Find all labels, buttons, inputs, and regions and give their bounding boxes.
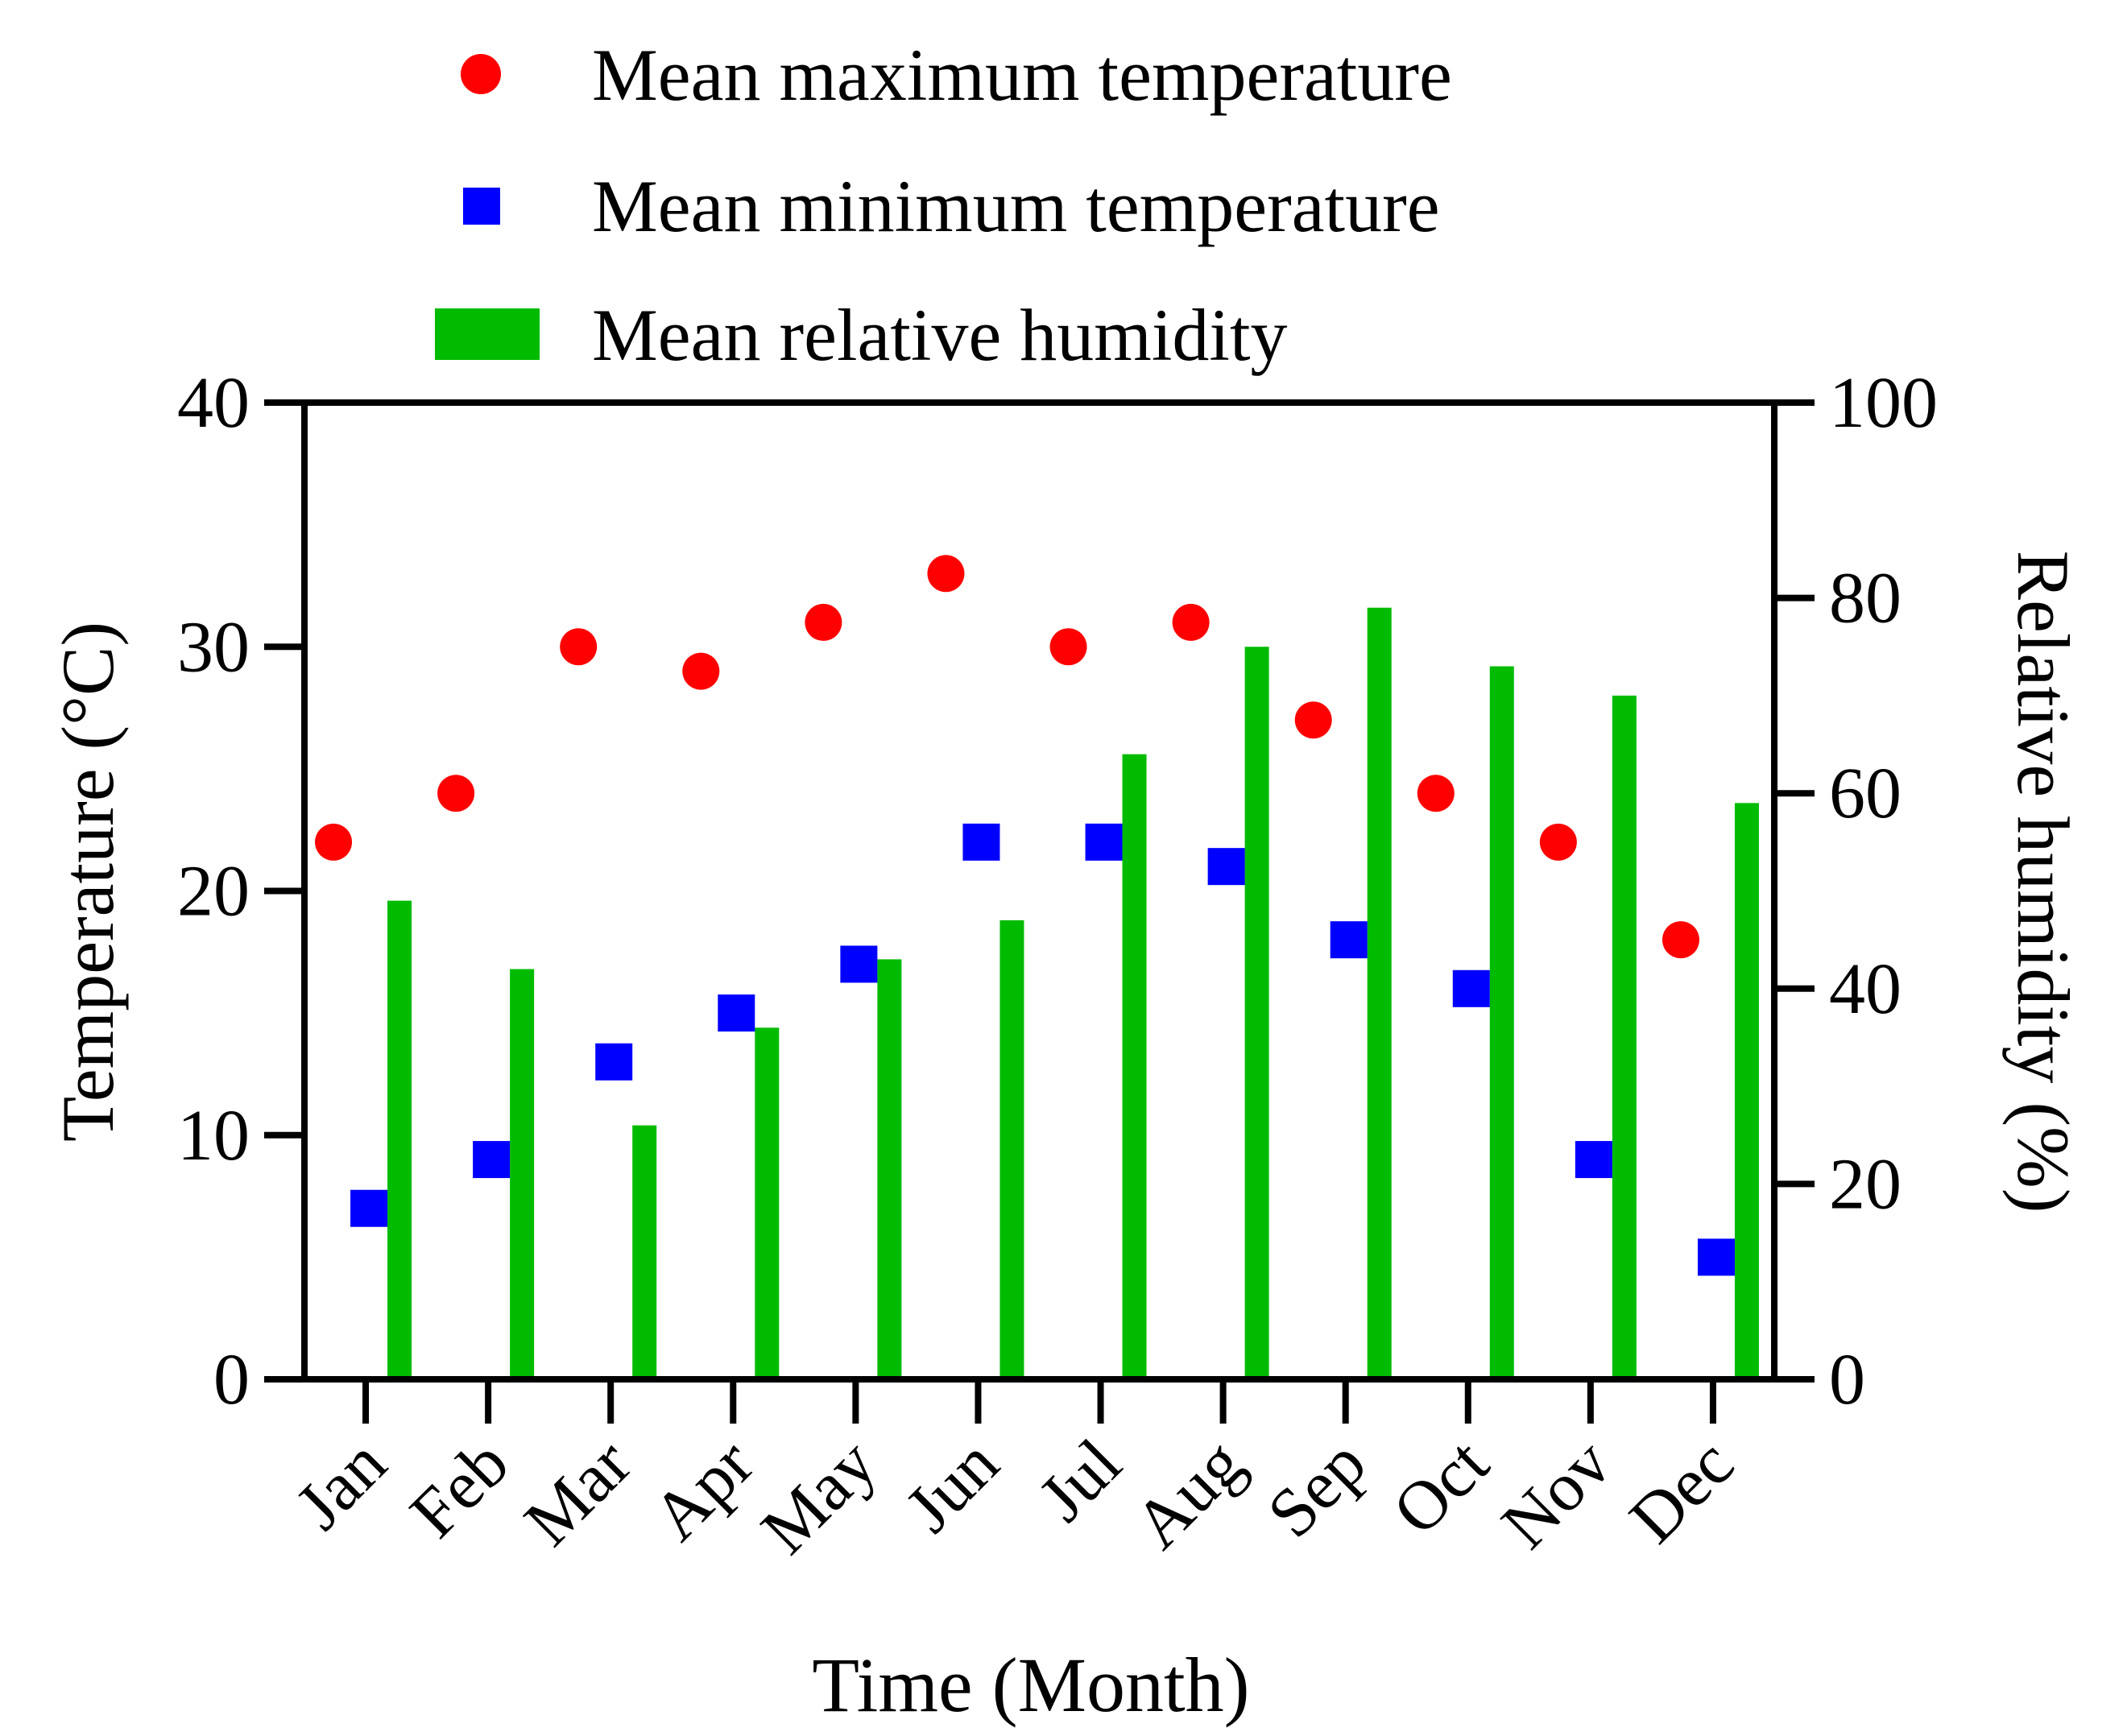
y-tick-label: 10 <box>177 1096 250 1176</box>
humidity-bar-apr <box>755 1027 780 1379</box>
y-tick-label: 0 <box>213 1340 250 1420</box>
x-tick-label-feb: Feb <box>395 1424 523 1552</box>
y2-tick-label: 80 <box>1829 559 1902 639</box>
humidity-bar-sep <box>1367 607 1392 1379</box>
min-temp-point-apr <box>718 994 755 1032</box>
max-temp-point-jan <box>315 823 353 861</box>
humidity-bar-feb <box>510 969 535 1379</box>
min-temp-point-dec <box>1697 1238 1735 1276</box>
max-temp-point-feb <box>437 775 475 812</box>
legend-label-1: Mean maximum temperature <box>592 34 1452 116</box>
y-tick-label: 30 <box>177 607 250 687</box>
x-tick-label-sep: Sep <box>1252 1424 1380 1552</box>
max-temp-point-oct <box>1417 775 1455 812</box>
x-tick-label-mar: Mar <box>509 1424 645 1560</box>
min-temp-point-may <box>840 945 878 983</box>
humidity-bar-jun <box>999 920 1024 1379</box>
max-temp-point-sep <box>1294 701 1332 739</box>
y2-axis-label: Relative humidity (%) <box>2002 551 2084 1213</box>
humidity-bar-aug <box>1244 647 1269 1379</box>
max-temp-point-nov <box>1539 823 1577 861</box>
x-axis-label: Time (Month) <box>812 1642 1249 1728</box>
max-temp-point-may <box>805 603 842 641</box>
max-temp-point-aug <box>1172 603 1210 641</box>
max-temp-point-mar <box>560 628 598 666</box>
x-tick-label-oct: Oct <box>1378 1424 1504 1549</box>
min-temp-point-jul <box>1085 823 1123 861</box>
min-temp-point-mar <box>595 1043 633 1081</box>
legend-bar-swatch <box>435 308 540 360</box>
y-tick-label: 20 <box>177 852 250 932</box>
humidity-bar-jan <box>387 900 412 1379</box>
y-tick-label: 40 <box>177 363 250 443</box>
x-tick-label-jan: Jan <box>281 1424 401 1544</box>
x-tick-label-may: May <box>746 1424 890 1569</box>
y2-tick-label: 20 <box>1829 1144 1902 1224</box>
min-temp-point-nov <box>1575 1141 1612 1179</box>
humidity-bar-dec <box>1734 803 1759 1379</box>
max-temp-point-jul <box>1049 628 1087 666</box>
min-temp-point-aug <box>1207 848 1245 886</box>
max-temp-point-jun <box>927 555 965 593</box>
y2-tick-label: 60 <box>1829 754 1902 833</box>
max-temp-point-dec <box>1662 921 1699 959</box>
legend-label-2: Mean minimum temperature <box>592 165 1440 247</box>
min-temp-point-sep <box>1330 921 1368 959</box>
min-temp-point-jun <box>962 823 1000 861</box>
legend-circle-marker <box>461 54 501 94</box>
y2-tick-label: 40 <box>1829 949 1902 1029</box>
legend-label-3: Mean relative humidity <box>592 294 1288 376</box>
min-temp-point-oct <box>1452 969 1490 1007</box>
humidity-bar-jul <box>1122 754 1147 1379</box>
y-axis-label: Temperature (°C) <box>47 622 129 1142</box>
humidity-bar-nov <box>1612 695 1637 1379</box>
legend-square-marker <box>463 188 500 225</box>
y2-tick-label: 0 <box>1829 1340 1865 1420</box>
x-tick-label-dec: Dec <box>1615 1424 1748 1558</box>
humidity-bar-may <box>877 959 902 1379</box>
humidity-bar-oct <box>1489 666 1514 1379</box>
humidity-bar-mar <box>632 1125 657 1379</box>
x-tick-label-nov: Nov <box>1487 1424 1626 1564</box>
legend: Mean maximum temperature Mean minimum tem… <box>435 34 1452 376</box>
min-temp-point-feb <box>473 1141 511 1179</box>
x-tick-label-aug: Aug <box>1119 1424 1258 1564</box>
x-tick-label-jul: Jul <box>1024 1424 1136 1536</box>
y2-tick-label: 100 <box>1829 363 1938 443</box>
max-temp-point-apr <box>682 652 720 690</box>
x-tick-label-apr: Apr <box>637 1424 768 1555</box>
temperature-markers <box>315 555 1735 1276</box>
x-tick-label-jun: Jun <box>891 1424 1013 1547</box>
humidity-bars <box>387 607 1759 1379</box>
min-temp-point-jan <box>350 1189 388 1227</box>
